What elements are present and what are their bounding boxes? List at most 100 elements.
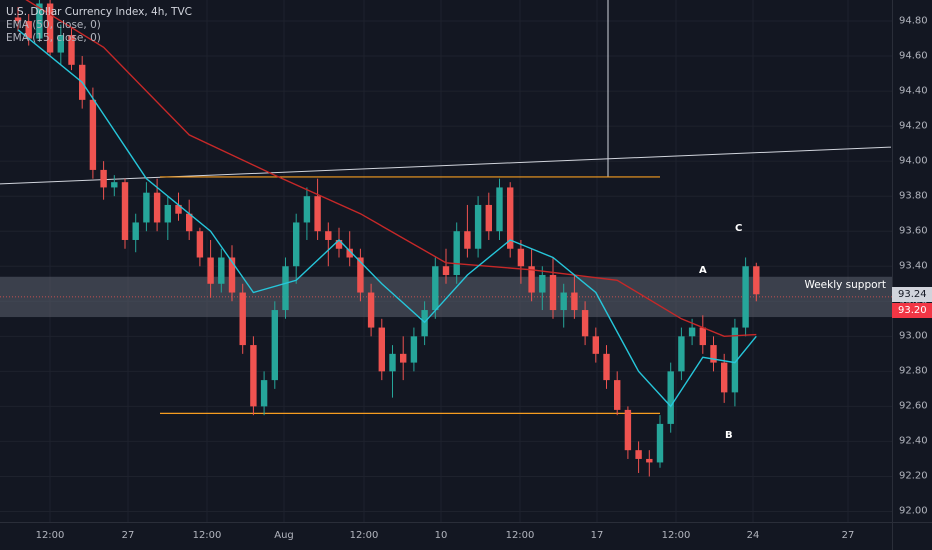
candle-body: [646, 458, 653, 463]
candle-body: [507, 187, 514, 249]
candle-body: [549, 275, 557, 311]
candle-body: [378, 327, 385, 372]
candle-body: [667, 371, 674, 424]
candle-body: [710, 345, 717, 363]
legend-ema50: EMA (50, close, 0): [6, 19, 101, 31]
candle-body: [389, 353, 396, 372]
candle-body: [293, 222, 300, 267]
zone-label-weekly-support: Weekly support: [804, 279, 886, 291]
candle-body: [453, 231, 460, 276]
candle-body: [25, 21, 32, 39]
y-tick-label: 93.80: [899, 190, 928, 202]
candle-body: [614, 380, 621, 410]
candle-body: [731, 327, 739, 393]
y-tick-label: 94.20: [899, 120, 928, 132]
x-tick-label: 24: [746, 530, 760, 541]
x-tick-label: 12:00: [349, 530, 379, 541]
candle-body: [260, 380, 268, 407]
y-tick-label: 92.60: [899, 400, 928, 412]
candle-body: [271, 310, 278, 381]
candle-body: [539, 275, 546, 293]
candle-body: [678, 336, 685, 372]
candle-body: [68, 35, 75, 65]
y-tick-label: 94.00: [899, 155, 928, 167]
y-tick-label: 93.40: [899, 260, 928, 272]
candle-body: [410, 336, 418, 363]
candle-body: [335, 239, 343, 249]
y-tick-label: 92.40: [899, 435, 928, 447]
legend-title: U.S. Dollar Currency Index, 4h, TVC: [6, 6, 192, 18]
candle-body: [753, 266, 760, 295]
candle-body: [111, 182, 118, 188]
candle-body: [57, 35, 64, 53]
candle-body: [560, 292, 567, 311]
candle-body: [496, 187, 503, 232]
price-tag-current: 93.20: [892, 303, 932, 318]
candle-body: [635, 450, 642, 459]
candle-body: [367, 292, 375, 328]
candle-body: [528, 266, 535, 293]
candle-body: [89, 99, 97, 170]
x-tick-label: 27: [121, 530, 135, 541]
candle-body: [196, 231, 204, 258]
candle-body: [303, 196, 311, 223]
candle-body: [464, 231, 471, 249]
x-tick-label: 12:00: [192, 530, 222, 541]
candle-body: [474, 204, 482, 249]
candle-body: [581, 310, 589, 337]
y-tick-label: 92.80: [899, 365, 928, 377]
ema50-line: [25, 0, 757, 338]
candle-body: [325, 231, 332, 240]
annotation-c: C: [735, 223, 743, 234]
annotation-a: A: [699, 265, 707, 276]
candle-body: [239, 292, 246, 346]
candle-body: [153, 192, 161, 223]
candle-body: [485, 204, 492, 232]
candle-body: [592, 336, 599, 354]
candle-body: [132, 222, 139, 240]
legend-ema15: EMA (15, close, 0): [6, 32, 101, 44]
y-tick-label: 92.00: [899, 505, 928, 517]
candle-body: [603, 353, 610, 381]
y-tick-label: 94.80: [899, 15, 928, 27]
x-tick-label: 12:00: [35, 530, 65, 541]
x-tick-label: 12:00: [505, 530, 535, 541]
y-tick-label: 94.40: [899, 85, 928, 97]
candle-body: [721, 362, 728, 393]
candle-body: [143, 192, 150, 223]
candle-body: [346, 248, 353, 258]
candle-body: [282, 266, 289, 311]
candle-body: [656, 423, 664, 463]
candle-body: [228, 257, 236, 293]
x-tick-label: 27: [841, 530, 855, 541]
candle-body: [250, 345, 257, 407]
ema15-line: [17, 29, 757, 408]
candle-body: [14, 17, 22, 22]
x-tick-label: 12:00: [661, 530, 691, 541]
candle-body: [36, 3, 43, 39]
y-tick-label: 92.20: [899, 470, 928, 482]
x-tick-label: Aug: [274, 530, 294, 541]
price-tag-last: 93.24: [892, 287, 932, 302]
price-axis[interactable]: 94.80 94.60 94.40 94.20 94.00 93.80 93.60 93.40…: [892, 0, 932, 522]
trend-line: [0, 146, 892, 185]
candle-body: [699, 327, 706, 346]
candle-body: [442, 266, 450, 276]
candle-body: [688, 327, 696, 337]
candle-body: [218, 257, 225, 284]
candle-body: [186, 213, 193, 232]
candle-body: [742, 266, 749, 328]
candle-body: [175, 204, 182, 214]
y-tick-label: 93.00: [899, 330, 928, 342]
candle-body: [46, 3, 54, 53]
candle-body: [121, 182, 129, 240]
candle-body: [164, 204, 171, 223]
y-tick-label: 93.60: [899, 225, 928, 237]
candle-body: [314, 196, 321, 232]
candle-body: [571, 292, 578, 311]
time-axis[interactable]: 12:00 27 12:00 Aug 12:00 10 12:00 17 12:00 24 27: [0, 522, 892, 550]
candle-body: [357, 257, 364, 293]
candle-body: [432, 266, 439, 311]
